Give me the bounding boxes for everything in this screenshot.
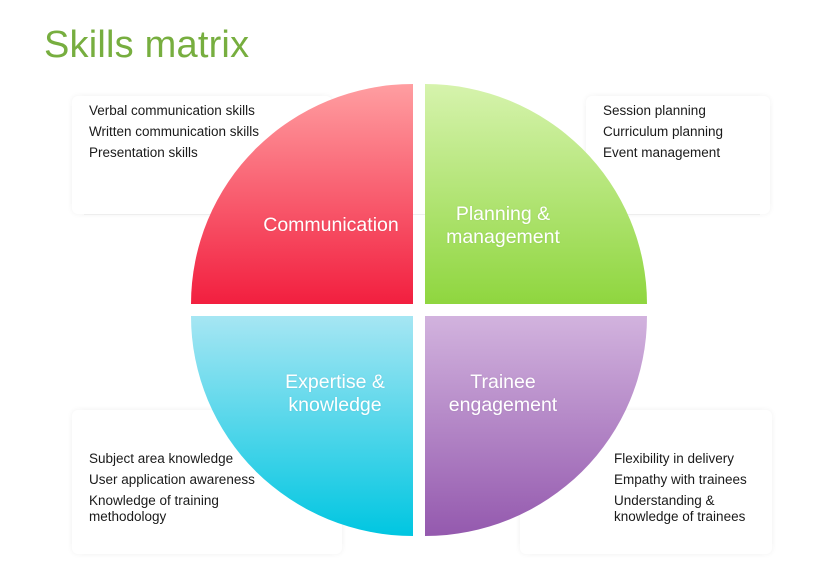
skill-item: Curriculum planning (603, 124, 724, 139)
expertise-label-line2: knowledge (288, 394, 382, 416)
expertise-quadrant (191, 316, 413, 536)
communication-label-text: Communication (263, 214, 399, 236)
page-title: Skills matrix (44, 24, 250, 66)
divider-line (84, 214, 760, 215)
planning-label-line2: management (446, 226, 560, 248)
skill-item: Subject area knowledge (89, 451, 234, 466)
communication-label: Communication (252, 214, 410, 237)
trainee-label-line1: Trainee (470, 371, 536, 393)
trainee-label-line2: engagement (448, 394, 558, 416)
planning-label: Planning & management (428, 203, 578, 249)
skill-item: Verbal communication skills (89, 103, 255, 118)
planning-skills-list: Session planning Curriculum planning Eve… (603, 100, 723, 163)
skill-item: Knowledge of training methodology (89, 493, 219, 524)
skill-item: Event management (603, 145, 721, 160)
expertise-label-line1: Expertise & (285, 371, 385, 393)
skill-item: User application awareness (89, 472, 255, 487)
skill-item: Understanding & knowledge of trainees (614, 493, 746, 524)
trainee-quadrant (425, 316, 647, 536)
skill-item: Presentation skills (89, 145, 198, 160)
skill-item: Flexibility in delivery (614, 451, 735, 466)
trainee-label: Trainee engagement (428, 371, 578, 417)
skill-item: Session planning (603, 103, 706, 118)
planning-label-line1: Planning & (455, 203, 551, 225)
trainee-skills-list: Flexibility in delivery Empathy with tra… (614, 451, 754, 530)
communication-quadrant (191, 84, 413, 304)
skill-item: Empathy with trainees (614, 472, 747, 487)
skill-item: Written communication skills (89, 124, 260, 139)
expertise-skills-list: Subject area knowledge User application … (89, 451, 255, 530)
expertise-label: Expertise & knowledge (262, 371, 408, 417)
planning-quadrant (425, 84, 647, 304)
communication-skills-list: Verbal communication skills Written comm… (89, 100, 259, 163)
